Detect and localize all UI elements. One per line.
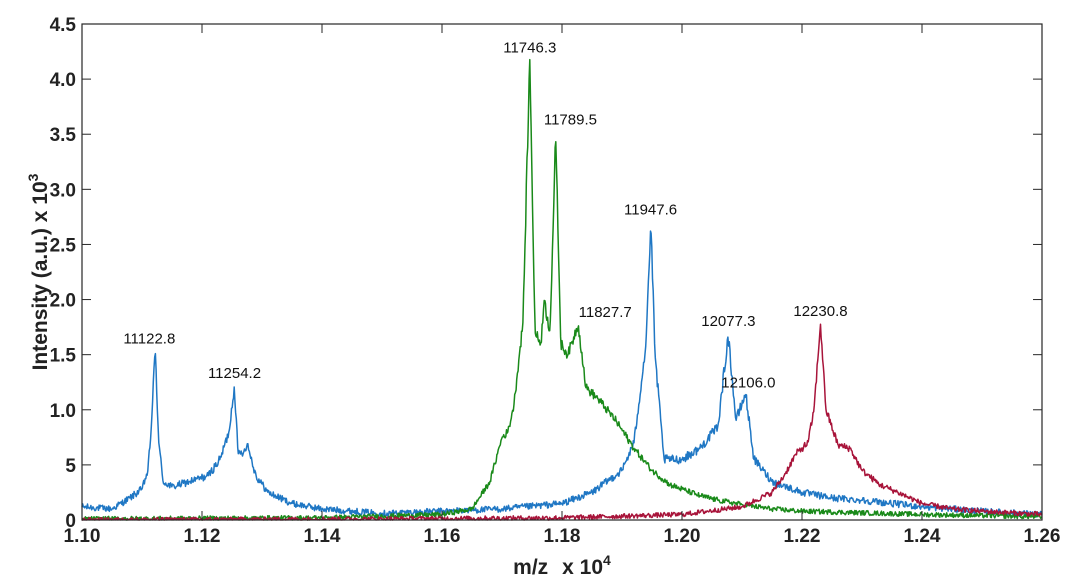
x-tick-label: 1.20 [664, 526, 701, 547]
y-tick-label: 2.5 [50, 235, 77, 256]
peak-label: 11254.2 [208, 365, 261, 382]
peak-label: 11122.8 [123, 331, 175, 348]
x-tick-label: 1.12 [184, 526, 221, 547]
peak-label: 11827.7 [579, 304, 632, 321]
spectrum-series-1 [81, 230, 1043, 518]
peak-label: 11789.5 [544, 111, 597, 128]
x-axis-title: m/z x 104 [513, 552, 611, 579]
y-tick-label: 1.5 [50, 346, 77, 367]
x-tick-label: 1.24 [904, 526, 941, 547]
y-tick-label: 0 [65, 511, 76, 532]
y-tick-label: 3.0 [50, 180, 76, 201]
x-tick-label: 1.18 [544, 526, 581, 547]
y-tick-label: 4.5 [50, 15, 77, 36]
peak-label: 11947.6 [624, 202, 677, 219]
y-tick-label: 4.0 [50, 70, 76, 91]
spectrum-series-3 [81, 323, 1043, 521]
x-tick-label: 1.16 [424, 526, 461, 547]
peak-label: 12077.3 [701, 313, 755, 330]
y-axis-title: Intensity (a.u.) x 103 [25, 173, 52, 370]
x-tick-label: 1.14 [304, 526, 341, 547]
spectrum-series-2 [81, 58, 1043, 521]
y-tick-label: 5 [65, 456, 76, 477]
x-tick-label: 1.10 [64, 526, 101, 547]
y-tick-label: 2.0 [50, 291, 76, 312]
x-tick-label: 1.22 [784, 526, 821, 547]
y-tick-label: 1.0 [50, 401, 76, 422]
ticks-layer: 1.10 1.12 1.14 1.16 1.18 1.20 1.22 1.24 1.26 0 5 1.… [50, 15, 1061, 547]
peak-label: 12230.8 [793, 303, 847, 320]
annotation-layer: 11122.8 11254.2 11746.3 11789.5 11827.7 11947… [123, 40, 847, 392]
plot-frame [81, 23, 1043, 521]
x-tick-label: 1.26 [1024, 526, 1061, 547]
y-tick-label: 3.5 [50, 125, 77, 146]
series-layer [81, 58, 1043, 521]
peak-label: 11746.3 [503, 40, 556, 57]
peak-label: 12106.0 [721, 375, 775, 392]
